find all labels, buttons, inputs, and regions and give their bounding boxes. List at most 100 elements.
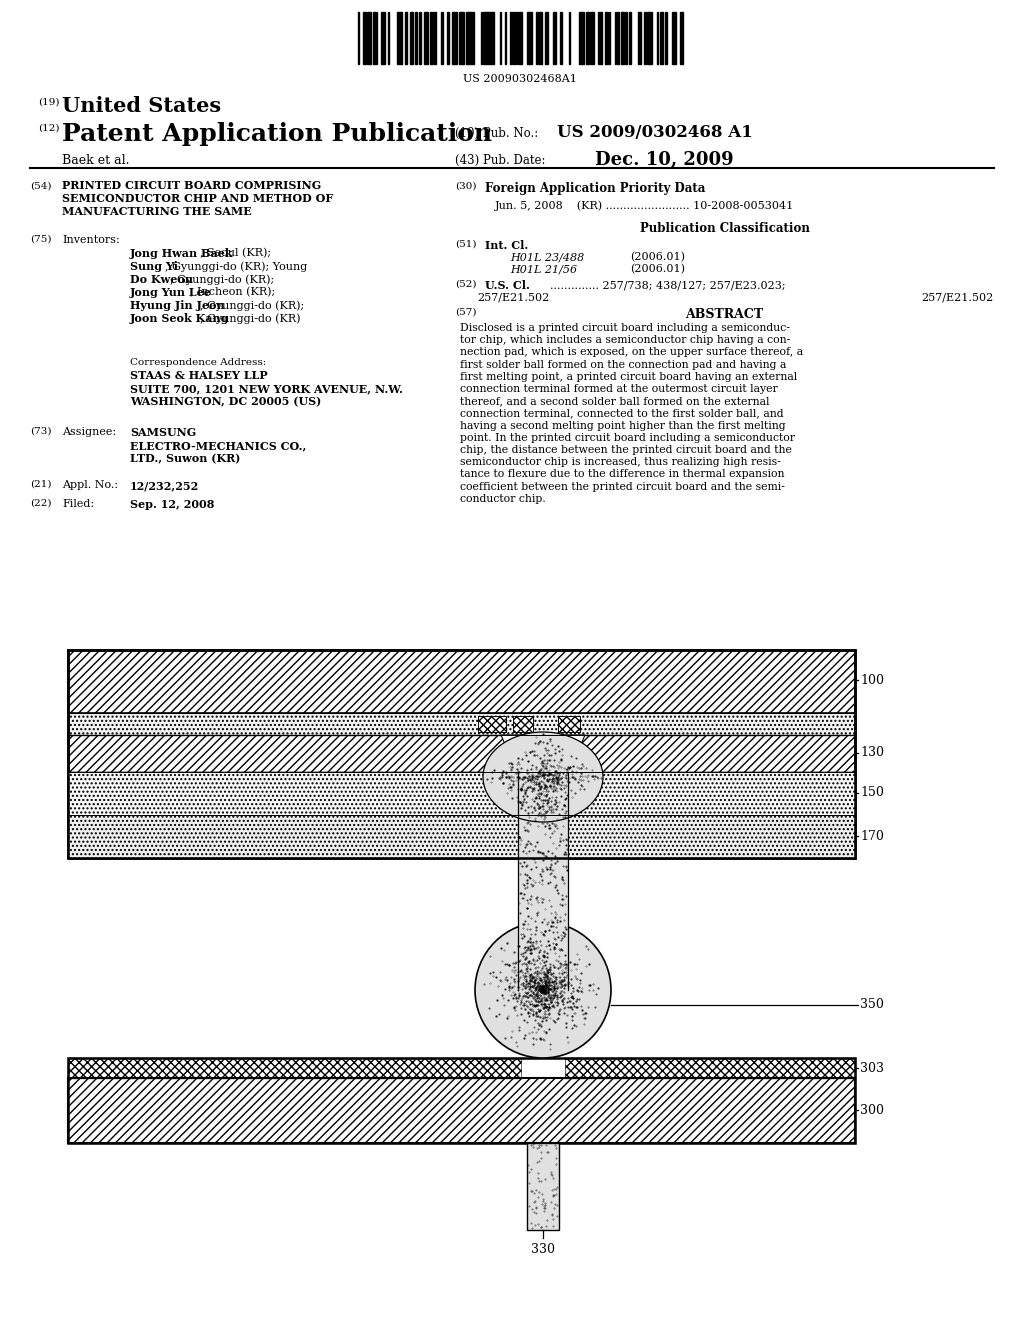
Bar — [529, 12, 532, 63]
Bar — [582, 12, 584, 63]
Bar — [483, 12, 485, 63]
Text: 257/E21.502: 257/E21.502 — [478, 292, 550, 302]
Text: Sung Yi: Sung Yi — [130, 261, 178, 272]
Text: 257/E21.502: 257/E21.502 — [922, 292, 994, 302]
Text: (10) Pub. No.:: (10) Pub. No.: — [455, 127, 539, 140]
Bar — [454, 12, 457, 63]
Text: ABSTRACT: ABSTRACT — [685, 308, 764, 321]
Text: WASHINGTON, DC 20005 (US): WASHINGTON, DC 20005 (US) — [130, 396, 322, 407]
Bar — [665, 12, 667, 63]
Text: Assignee:: Assignee: — [62, 426, 116, 437]
Ellipse shape — [483, 733, 603, 822]
Text: (51): (51) — [455, 240, 476, 249]
Bar — [536, 12, 538, 63]
Text: 100: 100 — [860, 673, 884, 686]
Bar — [592, 12, 594, 63]
Text: Jong Yun Lee: Jong Yun Lee — [130, 286, 212, 298]
Bar — [478, 715, 506, 733]
Bar — [568, 814, 855, 858]
Bar — [68, 649, 855, 713]
Text: nection pad, which is exposed, on the upper surface thereof, a: nection pad, which is exposed, on the up… — [460, 347, 803, 358]
Bar — [558, 715, 580, 733]
Bar — [68, 772, 518, 814]
Text: SUITE 700, 1201 NEW YORK AVENUE, N.W.: SUITE 700, 1201 NEW YORK AVENUE, N.W. — [130, 383, 402, 393]
Bar — [608, 12, 610, 63]
Bar — [513, 715, 534, 733]
Text: Sep. 12, 2008: Sep. 12, 2008 — [130, 499, 214, 510]
Text: tance to flexure due to the difference in thermal expansion: tance to flexure due to the difference i… — [460, 470, 784, 479]
Text: connection terminal, connected to the first solder ball, and: connection terminal, connected to the fi… — [460, 408, 783, 418]
Text: (75): (75) — [30, 235, 51, 244]
Text: MANUFACTURING THE SAME: MANUFACTURING THE SAME — [62, 206, 252, 216]
Text: (52): (52) — [455, 280, 476, 289]
Text: , Incheon (KR);: , Incheon (KR); — [190, 286, 275, 297]
Text: semiconductor chip is increased, thus realizing high resis-: semiconductor chip is increased, thus re… — [460, 457, 780, 467]
Bar — [673, 12, 676, 63]
Bar — [579, 12, 581, 63]
Bar — [518, 12, 520, 63]
Bar — [625, 12, 627, 63]
Text: (12): (12) — [38, 124, 59, 133]
Text: 150: 150 — [860, 787, 884, 800]
Bar — [510, 12, 512, 63]
Bar — [406, 12, 407, 63]
Text: Hyung Jin Jeon: Hyung Jin Jeon — [130, 300, 224, 312]
Bar — [68, 814, 855, 858]
Text: U.S. Cl.: U.S. Cl. — [485, 280, 529, 290]
Text: Patent Application Publication: Patent Application Publication — [62, 121, 493, 147]
Text: (30): (30) — [455, 182, 476, 191]
Bar — [368, 12, 370, 63]
Text: 300: 300 — [860, 1104, 884, 1117]
Bar — [554, 12, 556, 63]
Text: (21): (21) — [30, 480, 51, 488]
Bar — [68, 772, 855, 814]
Bar — [599, 12, 601, 63]
Text: Filed:: Filed: — [62, 499, 94, 510]
Bar — [68, 1059, 521, 1078]
Text: thereof, and a second solder ball formed on the external: thereof, and a second solder ball formed… — [460, 396, 769, 407]
Text: (57): (57) — [455, 308, 476, 317]
Bar — [568, 814, 855, 858]
Bar — [68, 713, 855, 735]
Text: Int. Cl.: Int. Cl. — [485, 240, 528, 251]
Bar — [424, 12, 426, 63]
Bar — [650, 12, 652, 63]
Bar — [68, 649, 855, 858]
Text: Joon Seok Kang: Joon Seok Kang — [130, 313, 229, 323]
Bar — [648, 12, 650, 63]
Text: Baek et al.: Baek et al. — [62, 154, 129, 168]
Bar — [375, 12, 377, 63]
Text: conductor chip.: conductor chip. — [460, 494, 546, 504]
Bar — [518, 772, 568, 990]
Text: STAAS & HALSEY LLP: STAAS & HALSEY LLP — [130, 370, 267, 381]
Text: Do Kweon: Do Kweon — [130, 275, 193, 285]
Text: (73): (73) — [30, 426, 51, 436]
Text: connection terminal formed at the outermost circuit layer: connection terminal formed at the outerm… — [460, 384, 778, 393]
Bar — [560, 12, 562, 63]
Bar — [478, 715, 506, 733]
Bar — [430, 12, 433, 63]
Text: Disclosed is a printed circuit board including a semiconduc-: Disclosed is a printed circuit board inc… — [460, 323, 790, 333]
Text: Dec. 10, 2009: Dec. 10, 2009 — [595, 150, 733, 169]
Bar — [68, 772, 855, 814]
Circle shape — [475, 921, 611, 1059]
Bar — [629, 12, 631, 63]
Text: Foreign Application Priority Data: Foreign Application Priority Data — [485, 182, 706, 195]
Text: first solder ball formed on the connection pad and having a: first solder ball formed on the connecti… — [460, 359, 786, 370]
Text: ELECTRO-MECHANICS CO.,: ELECTRO-MECHANICS CO., — [130, 440, 306, 451]
Text: US 2009/0302468 A1: US 2009/0302468 A1 — [557, 124, 753, 141]
Text: 130: 130 — [860, 747, 884, 759]
Bar — [68, 649, 855, 713]
Bar — [540, 12, 542, 63]
Text: 350: 350 — [860, 998, 884, 1011]
Text: tor chip, which includes a semiconductor chip having a con-: tor chip, which includes a semiconductor… — [460, 335, 791, 346]
Bar — [410, 12, 412, 63]
Bar — [419, 12, 421, 63]
Text: Jong Hwan Baek: Jong Hwan Baek — [130, 248, 233, 259]
Bar — [400, 12, 402, 63]
Bar — [568, 772, 855, 814]
Bar — [467, 12, 470, 63]
Text: , Gyunggi-do (KR): , Gyunggi-do (KR) — [200, 313, 300, 323]
Text: .............. 257/738; 438/127; 257/E23.023;: .............. 257/738; 438/127; 257/E23… — [550, 280, 785, 290]
Bar — [565, 1059, 855, 1078]
